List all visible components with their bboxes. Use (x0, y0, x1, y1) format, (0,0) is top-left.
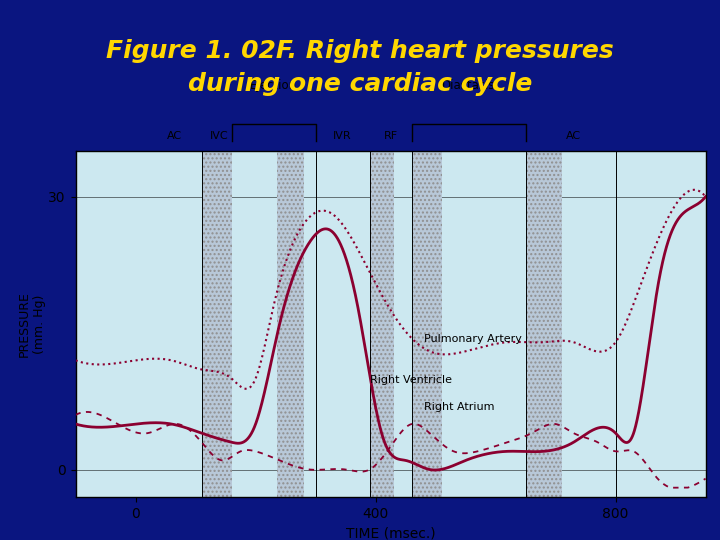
Text: during one cardiac cycle: during one cardiac cycle (188, 72, 532, 96)
Text: Ejection: Ejection (250, 79, 297, 92)
Bar (369, 151, 394, 497)
Text: Diastasis: Diastasis (442, 79, 495, 92)
Text: AC: AC (167, 131, 182, 141)
Text: AC: AC (566, 131, 581, 141)
Text: Pulmonary Artery: Pulmonary Artery (423, 334, 521, 344)
Text: Right Atrium: Right Atrium (423, 402, 494, 413)
Text: IVR: IVR (333, 131, 352, 141)
Bar (412, 151, 441, 497)
Y-axis label: PRESSURE
(mm. Hg): PRESSURE (mm. Hg) (17, 291, 45, 357)
Text: IVC: IVC (210, 131, 229, 141)
Text: Right Ventricle: Right Ventricle (369, 375, 451, 385)
X-axis label: TIME (msec.): TIME (msec.) (346, 526, 436, 540)
Bar (202, 151, 232, 497)
Bar (526, 151, 562, 497)
Bar (276, 151, 304, 497)
Text: RF: RF (384, 131, 397, 141)
Text: Figure 1. 02F. Right heart pressures: Figure 1. 02F. Right heart pressures (106, 39, 614, 63)
